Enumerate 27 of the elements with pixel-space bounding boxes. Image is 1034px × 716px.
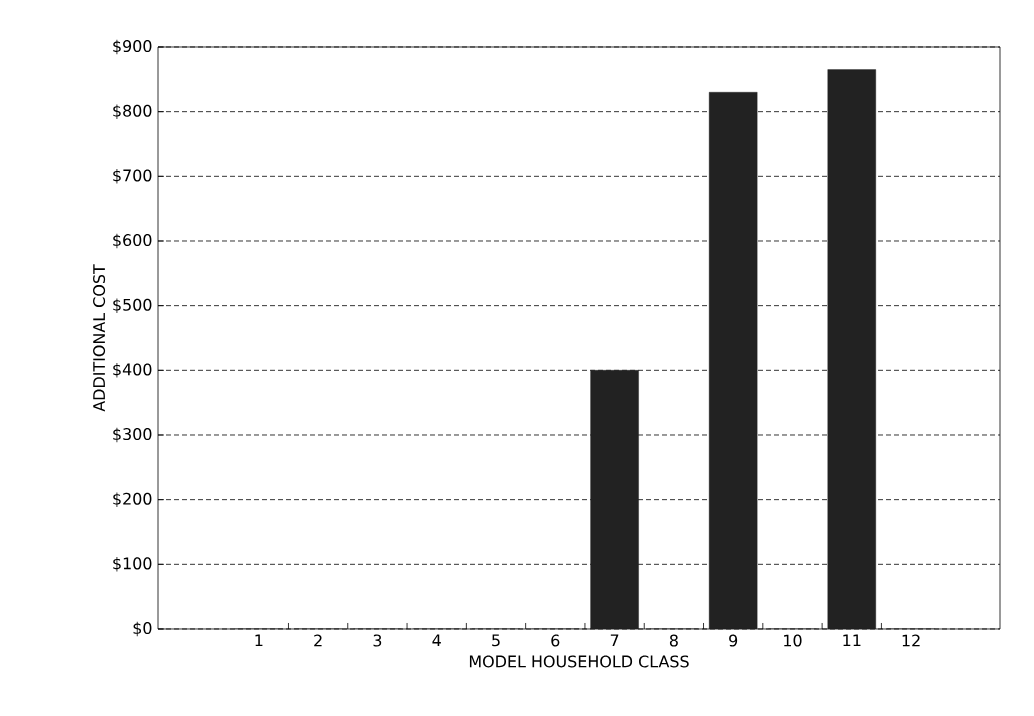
bar (708, 92, 758, 629)
y-tick-label: $400 (113, 363, 152, 378)
y-tick-label: $300 (113, 427, 152, 443)
y-tick-label: $900 (113, 39, 152, 55)
x-tick-label: 6 (551, 634, 560, 647)
x-tick-label: 4 (432, 634, 441, 647)
y-axis-title: ADDITIONAL COST (93, 264, 106, 412)
bar (590, 370, 639, 629)
x-tick-label: 12 (902, 634, 920, 647)
x-tick-label: 10 (784, 634, 802, 647)
y-tick-label: $0 (133, 621, 152, 637)
x-axis-title: MODEL HOUSEHOLD CLASS (469, 655, 689, 668)
x-tick-label: 9 (729, 634, 738, 647)
x-tick-label: 1 (255, 634, 263, 647)
x-tick-label: 5 (492, 634, 500, 647)
x-tick-label: 7 (610, 634, 619, 647)
y-tick-label: $600 (113, 233, 152, 249)
y-tick-label: $100 (113, 557, 152, 572)
x-tick-label: 2 (314, 634, 322, 647)
bar (827, 69, 876, 629)
x-tick-label: 11 (843, 634, 861, 647)
x-tick-label: 8 (669, 634, 678, 647)
y-tick-label: $200 (113, 492, 152, 507)
y-tick-label: $800 (113, 104, 152, 119)
x-tick-label: 3 (373, 634, 382, 647)
y-tick-label: $700 (113, 169, 152, 184)
y-tick-label: $500 (113, 298, 152, 313)
